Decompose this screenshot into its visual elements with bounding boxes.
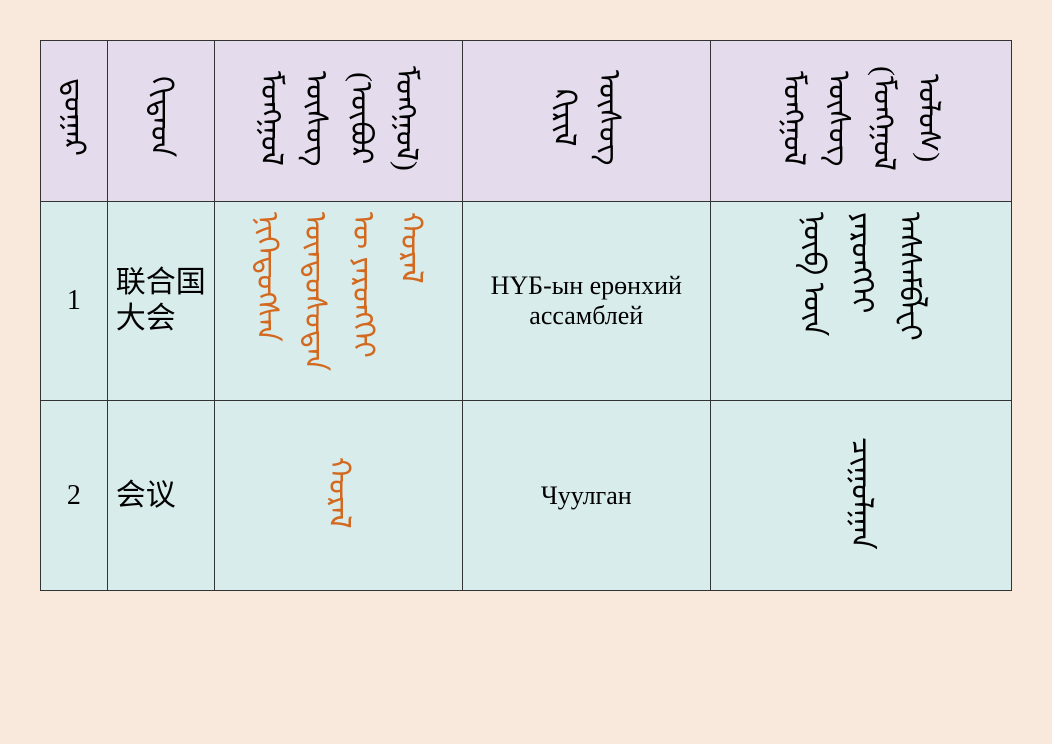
cell-cyrillic: Чуулган: [462, 401, 710, 591]
table-row: 2 会议 ᠬᠤᠷᠠᠯ Чуулган ᠴᠢᠭᠤᠯᠭᠠᠨ: [41, 401, 1012, 591]
header-number-text: ᠳ᠋ᠤᠭᠠᠷ: [51, 78, 96, 156]
cell-cyrillic: НҮБ-ын ерөнхий ассамблей: [462, 202, 710, 401]
cell-mongolian-outer-text: ᠨᠦᠪ ᠦᠨ ᠶᠡᠷᠦᠩᠬᠡᠢ ᠠᠰᠰᠠᠮᠪᠯᠧᠢ: [789, 212, 933, 385]
header-chinese: ᠬᠢᠲᠠᠳ: [107, 41, 215, 202]
cell-chinese: 会议: [107, 401, 215, 591]
header-mongolian-outer-text: ᠮᠣᠩᠭᠣᠯ ᠦᠰᠦᠭ (ᠮᠣᠩᠭᠣᠯ ᠤᠯᠤᠰ): [771, 49, 951, 189]
header-mongolian-inner-text: ᠮᠣᠩᠭᠣᠯ ᠦᠰᠦᠭ (ᠥᠪᠥᠷ ᠮᠣᠩᠭᠣᠯ): [249, 49, 429, 189]
cell-mongolian-inner-text: ᠨᠢᠭᠡᠳᠦᠭᠰᠡᠨ ᠦᠨᠳᠦᠰᠦᠲᠡᠨ ᠦ ᠶᠡᠷᠦᠩᠬᠡᠢ ᠬᠤᠷᠠᠯ: [243, 212, 435, 385]
header-cyrillic: ᠺᠢᠷᠢᠯ ᠦᠰᠦᠭ: [462, 41, 710, 202]
cell-chinese: 联合国大会: [107, 202, 215, 401]
header-mongolian-inner: ᠮᠣᠩᠭᠣᠯ ᠦᠰᠦᠭ (ᠥᠪᠥᠷ ᠮᠣᠩᠭᠣᠯ): [215, 41, 463, 202]
cell-number: 1: [41, 202, 108, 401]
table-row: 1 联合国大会 ᠨᠢᠭᠡᠳᠦᠭᠰᠡᠨ ᠦᠨᠳᠦᠰᠦᠲᠡᠨ ᠦ ᠶᠡᠷᠦᠩᠬᠡᠢ …: [41, 202, 1012, 401]
cell-mongolian-outer-text: ᠴᠢᠭᠤᠯᠭᠠᠨ: [837, 437, 885, 550]
header-number: ᠳ᠋ᠤᠭᠠᠷ: [41, 41, 108, 202]
cell-mongolian-inner: ᠨᠢᠭᠡᠳᠦᠭᠰᠡᠨ ᠦᠨᠳᠦᠰᠦᠲᠡᠨ ᠦ ᠶᠡᠷᠦᠩᠬᠡᠢ ᠬᠤᠷᠠᠯ: [215, 202, 463, 401]
header-row: ᠳ᠋ᠤᠭᠠᠷ ᠬᠢᠲᠠᠳ ᠮᠣᠩᠭᠣᠯ ᠦᠰᠦᠭ (ᠥᠪᠥᠷ ᠮᠣᠩᠭᠣᠯ) ᠺ…: [41, 41, 1012, 202]
header-mongolian-outer: ᠮᠣᠩᠭᠣᠯ ᠦᠰᠦᠭ (ᠮᠣᠩᠭᠣᠯ ᠤᠯᠤᠰ): [710, 41, 1011, 202]
multilingual-table: ᠳ᠋ᠤᠭᠠᠷ ᠬᠢᠲᠠᠳ ᠮᠣᠩᠭᠣᠯ ᠦᠰᠦᠭ (ᠥᠪᠥᠷ ᠮᠣᠩᠭᠣᠯ) ᠺ…: [40, 40, 1012, 591]
header-cyrillic-text: ᠺᠢᠷᠢᠯ ᠦᠰᠦᠭ: [541, 51, 631, 184]
cell-mongolian-inner: ᠬᠤᠷᠠᠯ: [215, 401, 463, 591]
header-chinese-text: ᠬᠢᠲᠠᠳ: [139, 76, 184, 157]
cell-mongolian-outer: ᠨᠦᠪ ᠦᠨ ᠶᠡᠷᠦᠩᠬᠡᠢ ᠠᠰᠰᠠᠮᠪᠯᠧᠢ: [710, 202, 1011, 401]
cell-mongolian-outer: ᠴᠢᠭᠤᠯᠭᠠᠨ: [710, 401, 1011, 591]
cell-number: 2: [41, 401, 108, 591]
cell-mongolian-inner-text: ᠬᠤᠷᠠᠯ: [315, 457, 363, 529]
